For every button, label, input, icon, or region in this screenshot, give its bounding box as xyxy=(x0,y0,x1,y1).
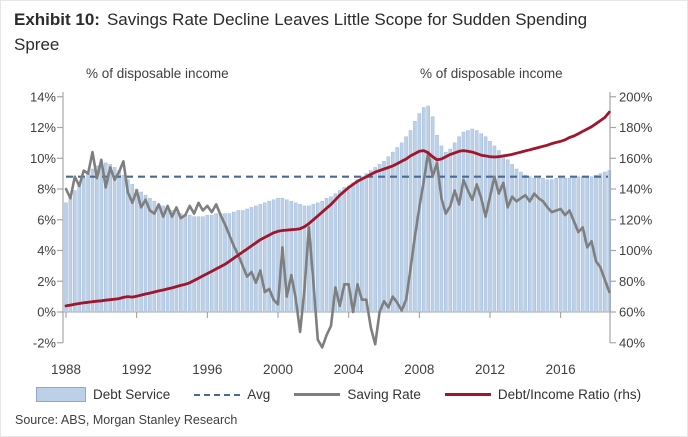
bars-debt-service xyxy=(64,105,612,313)
svg-text:1988: 1988 xyxy=(51,362,81,377)
avg-dashed-line-swatch-icon xyxy=(194,393,241,396)
legend-label: Debt/Income Ratio (rhs) xyxy=(497,387,642,402)
svg-text:10%: 10% xyxy=(30,151,56,166)
svg-text:14%: 14% xyxy=(30,89,56,104)
svg-text:40%: 40% xyxy=(619,335,645,350)
exhibit-title-text: Savings Rate Decline Leaves Little Scope… xyxy=(14,10,588,54)
legend-item-debt-service: Debt Service xyxy=(36,387,170,402)
legend-item-saving-rate: Saving Rate xyxy=(294,387,421,402)
right-axis-unit-label: % of disposable income xyxy=(420,66,563,81)
svg-text:2016: 2016 xyxy=(546,362,576,377)
legend-item-avg: Avg xyxy=(194,387,270,402)
svg-text:180%: 180% xyxy=(619,120,653,135)
saving-rate-line xyxy=(64,150,611,349)
debt-income-ratio-line xyxy=(64,110,611,308)
svg-text:1992: 1992 xyxy=(122,362,152,377)
svg-text:60%: 60% xyxy=(619,305,645,320)
svg-text:8%: 8% xyxy=(37,182,56,197)
right-axis: 200% 180% 160% 140% 120% 100% 80% 60% 40% xyxy=(609,89,653,350)
svg-text:12%: 12% xyxy=(30,120,56,135)
x-axis: 1988 1992 1996 2000 2004 2008 2012 2016 xyxy=(51,312,576,377)
svg-text:2004: 2004 xyxy=(334,362,365,377)
left-axis-unit-label: % of disposable income xyxy=(86,66,229,81)
svg-text:4%: 4% xyxy=(37,243,56,258)
svg-text:160%: 160% xyxy=(619,151,653,166)
svg-text:2000: 2000 xyxy=(263,362,293,377)
svg-text:6%: 6% xyxy=(37,212,56,227)
debt-service-swatch-icon xyxy=(36,387,86,402)
legend-label: Saving Rate xyxy=(347,387,421,402)
svg-text:1996: 1996 xyxy=(192,362,222,377)
svg-text:100%: 100% xyxy=(619,243,653,258)
chart-legend: Debt Service Avg Saving Rate Debt/Income… xyxy=(36,387,641,402)
left-axis: 14% 12% 10% 8% 6% 4% 2% 0% -2% xyxy=(30,89,64,350)
svg-text:120%: 120% xyxy=(619,212,653,227)
svg-text:-2%: -2% xyxy=(33,335,57,350)
saving-rate-line-swatch-icon xyxy=(294,392,341,397)
svg-text:2012: 2012 xyxy=(475,362,505,377)
svg-text:140%: 140% xyxy=(619,182,653,197)
source-attribution: Source: ABS, Morgan Stanley Research xyxy=(15,413,238,427)
svg-text:2%: 2% xyxy=(37,274,56,289)
svg-text:80%: 80% xyxy=(619,274,645,289)
svg-text:2008: 2008 xyxy=(404,362,434,377)
svg-text:0%: 0% xyxy=(37,305,56,320)
exhibit-number: Exhibit 10: xyxy=(14,10,100,29)
legend-item-debt-income-ratio: Debt/Income Ratio (rhs) xyxy=(444,387,642,402)
legend-label: Avg xyxy=(247,387,271,402)
legend-label: Debt Service xyxy=(93,387,171,402)
svg-text:200%: 200% xyxy=(619,89,653,104)
debt-income-line-swatch-icon xyxy=(444,392,491,397)
exhibit-title: Exhibit 10: Savings Rate Decline Leaves L… xyxy=(14,7,614,57)
